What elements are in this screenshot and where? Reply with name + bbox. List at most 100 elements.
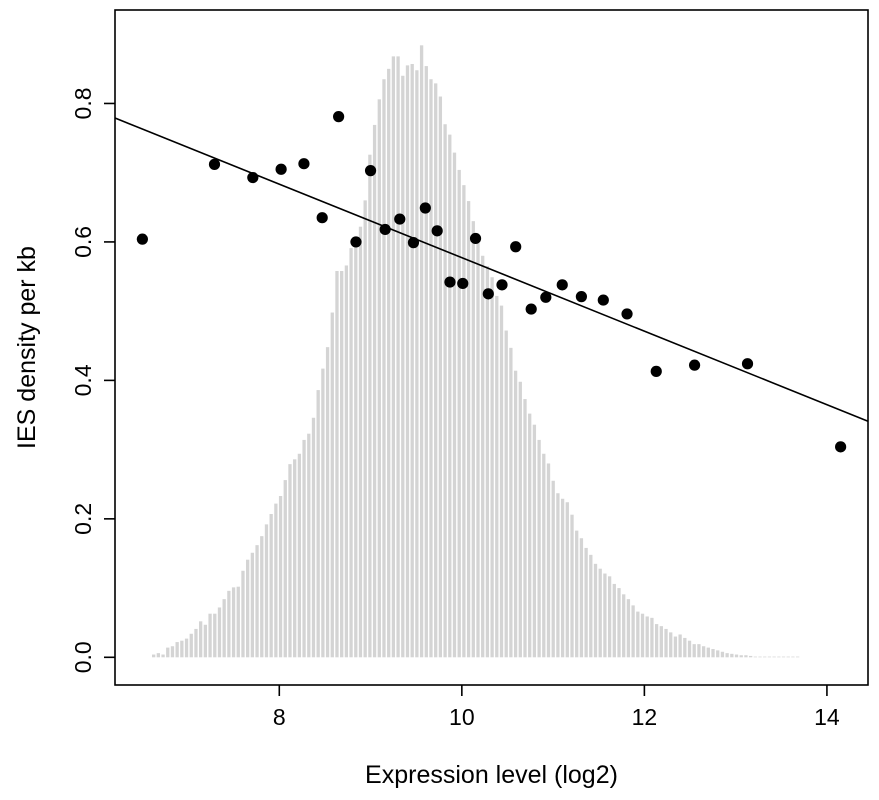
histogram-bar: [354, 236, 358, 658]
data-point: [316, 212, 328, 224]
histogram-bar: [269, 514, 273, 658]
histogram-bar: [434, 83, 438, 658]
histogram-bar: [438, 96, 443, 658]
histogram-bar: [184, 638, 189, 658]
histogram-bar: [499, 305, 504, 658]
data-point: [333, 111, 345, 123]
histogram-bar: [748, 655, 753, 658]
histogram-bar: [659, 626, 663, 658]
histogram-bar: [170, 646, 175, 658]
histogram-bar: [593, 563, 598, 658]
data-point: [540, 291, 552, 303]
histogram-bar: [419, 45, 424, 658]
histogram-bar: [495, 295, 499, 658]
histogram-bar: [307, 433, 311, 658]
histogram-bar: [274, 503, 278, 658]
histogram-bar: [612, 583, 616, 658]
data-point: [379, 223, 391, 236]
x-tick-label: 12: [632, 704, 658, 730]
histogram-bar: [180, 640, 184, 658]
histogram-bar: [349, 248, 353, 658]
histogram-bar: [537, 439, 541, 658]
data-point: [419, 202, 431, 214]
data-point: [621, 308, 633, 320]
histogram-bar: [344, 265, 349, 658]
histogram-bar: [744, 655, 748, 658]
histogram-bar: [340, 271, 344, 658]
histogram-bar: [199, 621, 203, 658]
histogram-bar: [382, 79, 386, 658]
data-point: [208, 158, 221, 170]
histogram-bar: [363, 200, 367, 658]
histogram-bar: [711, 649, 715, 658]
histogram-bar: [720, 651, 725, 658]
data-point: [457, 277, 469, 290]
plot-frame: [114, 9, 869, 686]
data-point: [482, 288, 494, 300]
histogram-bar: [546, 463, 551, 658]
data-point: [350, 236, 362, 248]
histogram-bar: [194, 628, 198, 658]
histogram-bar: [598, 568, 602, 658]
data-point: [364, 165, 377, 177]
histogram-bar: [603, 573, 607, 658]
histogram-bar: [767, 656, 772, 658]
x-tick-label: 10: [449, 704, 475, 730]
histogram-bar: [490, 277, 494, 658]
histogram-bar: [589, 554, 593, 658]
data-point: [394, 213, 406, 225]
histogram-bar: [321, 368, 325, 658]
histogram-bar: [509, 347, 513, 658]
histogram-bar: [739, 655, 743, 658]
histogram-bar: [485, 266, 490, 658]
y-axis: 0.0 0.2 0.4 0.6 0.8: [70, 87, 115, 673]
histogram-bar: [189, 633, 193, 658]
histogram-bar: [462, 185, 466, 658]
histogram-bar: [570, 514, 574, 658]
histogram-bar: [368, 154, 372, 658]
histogram-bar: [791, 656, 795, 658]
histogram-bar: [405, 65, 410, 658]
histogram-bar: [316, 390, 320, 658]
histogram-bar: [575, 530, 579, 658]
histogram-bar: [335, 271, 339, 658]
histogram-bar: [297, 453, 302, 658]
histogram-bar: [264, 524, 269, 658]
regression-line: [114, 117, 869, 422]
histogram-bar: [772, 656, 776, 658]
data-point: [275, 163, 287, 175]
histogram-bar: [781, 656, 786, 658]
y-tick-label: 0.8: [70, 87, 96, 119]
histogram-bar: [565, 502, 569, 658]
data-point: [510, 241, 522, 253]
histogram-bar: [227, 590, 231, 658]
histogram-bar: [415, 70, 419, 658]
histogram-bar: [246, 559, 250, 658]
histogram-bar: [725, 653, 729, 658]
y-tick-label: 0.2: [70, 503, 96, 535]
histogram-bar: [654, 624, 659, 658]
data-point: [597, 294, 609, 306]
histogram-bar: [377, 99, 381, 658]
histogram-bar: [255, 545, 259, 658]
data-point: [298, 158, 310, 170]
histogram-bar: [396, 56, 400, 658]
histogram-bar: [687, 640, 692, 658]
data-point: [688, 359, 701, 371]
x-axis: 8 10 12 14: [273, 685, 840, 730]
histogram-bar: [560, 498, 565, 658]
histogram-bar: [161, 654, 165, 658]
data-point: [575, 291, 588, 303]
histogram-bar: [763, 656, 767, 658]
histogram-bar: [231, 587, 236, 658]
histogram-bar: [424, 66, 428, 658]
histogram-bar: [730, 653, 734, 658]
histogram-bar: [683, 637, 687, 658]
histogram-bar: [236, 586, 240, 658]
histogram-bar: [410, 64, 414, 658]
histogram-bar: [528, 413, 532, 658]
x-tick-label: 14: [814, 704, 840, 730]
histogram-bar: [387, 68, 391, 658]
histogram-bar: [283, 480, 287, 658]
y-tick-label: 0.0: [70, 641, 96, 673]
